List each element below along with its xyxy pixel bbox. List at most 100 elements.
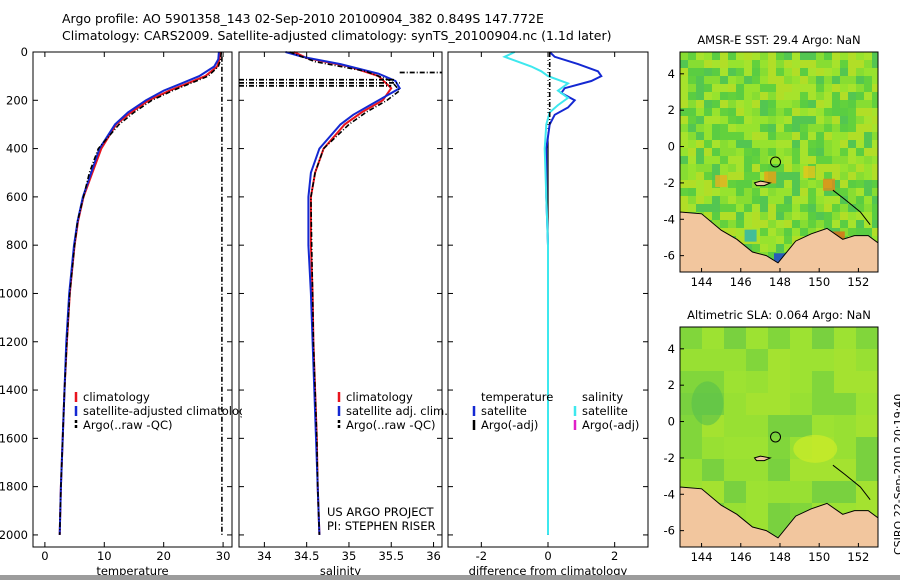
map-field-cell — [704, 212, 712, 220]
map-field-cell — [784, 84, 792, 92]
map-field-cell — [696, 140, 704, 148]
map-field-cell — [680, 100, 688, 108]
map-field-cell — [724, 371, 746, 393]
map-y-tick-label: -2 — [664, 451, 675, 465]
map-field-cell — [760, 156, 768, 164]
map-field-cell — [856, 132, 864, 140]
map-field-cell — [696, 92, 704, 100]
axes-frame-temperature — [32, 51, 233, 548]
axes-frame-salinity — [238, 51, 443, 548]
map-field-cell — [680, 108, 688, 116]
map-field-cell — [688, 60, 696, 68]
map-field-cell — [848, 148, 856, 156]
x-tick-label: 20 — [156, 549, 171, 563]
map-field-cell — [724, 437, 746, 459]
map-field-cell — [680, 164, 688, 172]
map-field-cell — [848, 132, 856, 140]
map-field-cell — [776, 60, 784, 68]
map-field-cell — [728, 204, 736, 212]
map-field-cell — [720, 164, 728, 172]
map-field-cell — [800, 100, 808, 108]
map-field-cell — [728, 228, 736, 236]
map-field-cell — [864, 124, 872, 132]
map-field-cell — [864, 220, 872, 228]
map-field-cell — [776, 172, 784, 180]
map-field-cell — [800, 212, 808, 220]
map-field-cell — [760, 116, 768, 124]
map-field-spot — [803, 166, 816, 178]
map-field-cell — [752, 108, 760, 116]
map-field-cell — [688, 156, 696, 164]
map-field-cell — [848, 140, 856, 148]
map-field-cell — [792, 188, 800, 196]
map-field-cell — [816, 132, 824, 140]
map-field-cell — [840, 148, 848, 156]
map-field-cell — [784, 188, 792, 196]
legend-label: climatology — [346, 390, 413, 404]
map-field-cell — [688, 164, 696, 172]
map-field-cell — [776, 148, 784, 156]
y-tick-label: 1200 — [0, 335, 28, 349]
map-field-cell — [792, 84, 800, 92]
map-field-cell — [848, 124, 856, 132]
map-field-cell — [720, 212, 728, 220]
map-field-cell — [728, 124, 736, 132]
x-tick-label: 30 — [216, 549, 231, 563]
map-field-cell — [744, 196, 752, 204]
map-field-cell — [728, 116, 736, 124]
map-field-cell — [824, 204, 832, 212]
map-field-cell — [712, 60, 720, 68]
map-y-tick-label: 0 — [668, 140, 675, 154]
map-field-cell — [816, 220, 824, 228]
map-field-cell — [824, 52, 832, 60]
map-field-cell — [768, 124, 776, 132]
map-field-cell — [872, 68, 878, 76]
map-field-cell — [728, 212, 736, 220]
map-field-cell — [864, 140, 872, 148]
map-field-cell — [696, 108, 704, 116]
map-field-cell — [840, 84, 848, 92]
map-field-cell — [800, 124, 808, 132]
map-field-cell — [784, 244, 792, 252]
map-field-cell — [736, 180, 744, 188]
map-x-tick-label: 144 — [691, 550, 713, 564]
map-field-cell — [832, 156, 840, 164]
legend-label: satellite-adjusted climatology — [83, 404, 253, 418]
map-land-island — [753, 180, 772, 187]
map-field-cell — [696, 172, 704, 180]
map-field-cell — [744, 52, 752, 60]
map-field-cell — [808, 180, 816, 188]
map-field-cell — [872, 124, 878, 132]
map-field-cell — [856, 116, 864, 124]
map-field-cell — [792, 92, 800, 100]
map-field-cell — [696, 116, 704, 124]
map-field-cell — [768, 108, 776, 116]
map-field-cell — [808, 204, 816, 212]
map-field-cell — [768, 228, 776, 236]
map-field-cell — [872, 180, 878, 188]
map-field-cell — [812, 349, 834, 371]
map-field-cell — [872, 236, 878, 244]
map-field-cell — [736, 140, 744, 148]
map-field-cell — [864, 84, 872, 92]
map-field-cell — [680, 148, 688, 156]
legend-label: climatology — [83, 390, 150, 404]
map-field-cell — [816, 180, 824, 188]
series-temperature-satellite-adjusted-climatology — [58, 51, 220, 535]
map-field-cell — [840, 140, 848, 148]
map-field-cell — [848, 92, 856, 100]
map-field-cell — [792, 220, 800, 228]
map-field-cell — [864, 108, 872, 116]
map-field-cell — [824, 132, 832, 140]
map-field-cell — [760, 244, 768, 252]
map-field-cell — [790, 415, 812, 437]
map-field-cell — [720, 92, 728, 100]
map-field-cell — [744, 132, 752, 140]
map-field-cell — [704, 100, 712, 108]
map-field-cell — [744, 68, 752, 76]
map-field-cell — [784, 196, 792, 204]
map-field-cell — [768, 481, 790, 503]
map-field-cell — [790, 481, 812, 503]
map-field-cell — [680, 415, 702, 437]
map-field-cell — [808, 68, 816, 76]
